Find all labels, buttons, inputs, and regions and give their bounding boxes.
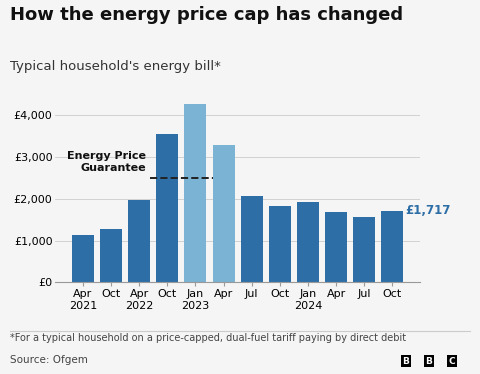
Bar <box>297 202 319 282</box>
Text: B: B <box>425 357 432 366</box>
Bar <box>100 229 122 282</box>
Bar <box>353 217 375 282</box>
Text: Typical household's energy bill*: Typical household's energy bill* <box>10 60 220 73</box>
Text: Energy Price
Guarantee: Energy Price Guarantee <box>67 151 146 173</box>
Bar <box>382 211 403 282</box>
Bar <box>72 235 94 282</box>
Bar <box>240 196 263 282</box>
Text: *For a typical household on a price-capped, dual-fuel tariff paying by direct de: *For a typical household on a price-capp… <box>10 333 406 343</box>
Bar <box>325 212 347 282</box>
Bar <box>128 200 150 282</box>
Bar <box>213 145 235 282</box>
Text: B: B <box>402 357 409 366</box>
Text: Source: Ofgem: Source: Ofgem <box>10 355 87 365</box>
Text: How the energy price cap has changed: How the energy price cap has changed <box>10 6 403 24</box>
Text: £1,717: £1,717 <box>406 204 451 217</box>
Bar <box>184 104 206 282</box>
Bar <box>156 134 178 282</box>
Text: C: C <box>448 357 455 366</box>
Bar <box>269 206 291 282</box>
